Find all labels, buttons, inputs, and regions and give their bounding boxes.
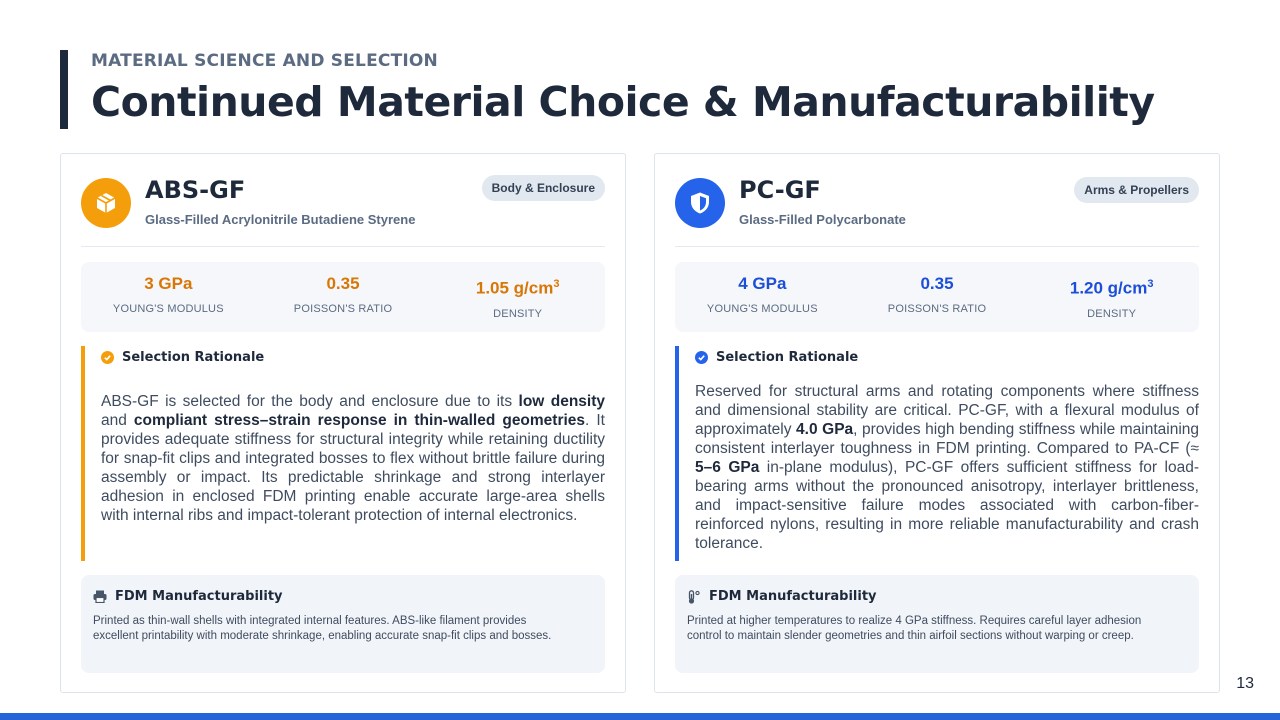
stat-value: 1.20 g/cm3 (1069, 278, 1154, 298)
check-icon (695, 351, 708, 364)
bottom-accent-bar (0, 713, 1280, 720)
stat-label: YOUNG'S MODULUS (112, 303, 224, 315)
page-title: Continued Material Choice & Manufacturab… (91, 78, 1155, 126)
manufacturability-panel: FDM Manufacturability Printed at higher … (675, 575, 1199, 673)
stat-label: POISSON'S RATIO (887, 303, 987, 315)
material-name: PC-GF (739, 176, 821, 204)
section-eyebrow: MATERIAL SCIENCE AND SELECTION (91, 51, 438, 71)
stat-label: POISSON'S RATIO (293, 303, 393, 315)
manufacturability-text: Printed as thin-wall shells with integra… (93, 615, 552, 642)
rationale-text: ABS-GF is selected for the body and encl… (101, 393, 605, 524)
stat-label: DENSITY (1087, 307, 1137, 320)
rationale-text: Reserved for structural arms and rotatin… (695, 383, 1200, 552)
stat-value: 3 GPa (144, 274, 193, 293)
rationale-heading: Selection Rationale (101, 350, 264, 365)
poissons-ratio-stat: 0.35 POISSON'S RATIO (850, 262, 1025, 332)
density-stat: 1.05 g/cm3 DENSITY (430, 262, 605, 332)
properties-panel: 4 GPa YOUNG'S MODULUS 0.35 POISSON'S RAT… (675, 262, 1199, 332)
properties-panel: 3 GPa YOUNG'S MODULUS 0.35 POISSON'S RAT… (81, 262, 605, 332)
material-name: ABS-GF (145, 176, 246, 204)
poissons-ratio-stat: 0.35 POISSON'S RATIO (256, 262, 431, 332)
rationale-heading: Selection Rationale (695, 350, 858, 365)
material-card-pc-gf: PC-GF Glass-Filled Polycarbonate Arms & … (654, 153, 1220, 693)
youngs-modulus-stat: 4 GPa YOUNG'S MODULUS (675, 262, 850, 332)
material-full-name: Glass-Filled Polycarbonate (739, 212, 906, 227)
stat-label: DENSITY (493, 307, 543, 320)
material-full-name: Glass-Filled Acrylonitrile Butadiene Sty… (145, 212, 416, 227)
selection-rationale: Selection Rationale ABS-GF is selected f… (81, 346, 605, 561)
stat-value: 0.35 (326, 274, 360, 293)
thermometer-icon (687, 589, 701, 604)
manufacturability-panel: FDM Manufacturability Printed as thin-wa… (81, 575, 605, 673)
manufacturability-text: Printed at higher temperatures to realiz… (687, 615, 1142, 642)
stat-label: YOUNG'S MODULUS (706, 303, 818, 315)
page-number: 13 (1236, 675, 1254, 692)
application-tag: Arms & Propellers (1074, 177, 1199, 203)
density-stat: 1.20 g/cm3 DENSITY (1024, 262, 1199, 332)
shield-icon (675, 178, 725, 228)
divider (81, 246, 605, 247)
selection-rationale: Selection Rationale Reserved for structu… (675, 346, 1199, 561)
stat-value: 4 GPa (738, 274, 787, 293)
material-card-abs-gf: ABS-GF Glass-Filled Acrylonitrile Butadi… (60, 153, 626, 693)
stat-value: 1.05 g/cm3 (475, 278, 560, 298)
stat-value: 0.35 (920, 274, 954, 293)
divider (675, 246, 1199, 247)
check-icon (101, 351, 114, 364)
printer-icon (93, 590, 107, 603)
cube-icon (81, 178, 131, 228)
application-tag: Body & Enclosure (481, 175, 605, 201)
youngs-modulus-stat: 3 GPa YOUNG'S MODULUS (81, 262, 256, 332)
manufacturability-heading: FDM Manufacturability (93, 589, 283, 604)
manufacturability-heading: FDM Manufacturability (687, 589, 877, 604)
title-accent-bar (60, 50, 68, 129)
